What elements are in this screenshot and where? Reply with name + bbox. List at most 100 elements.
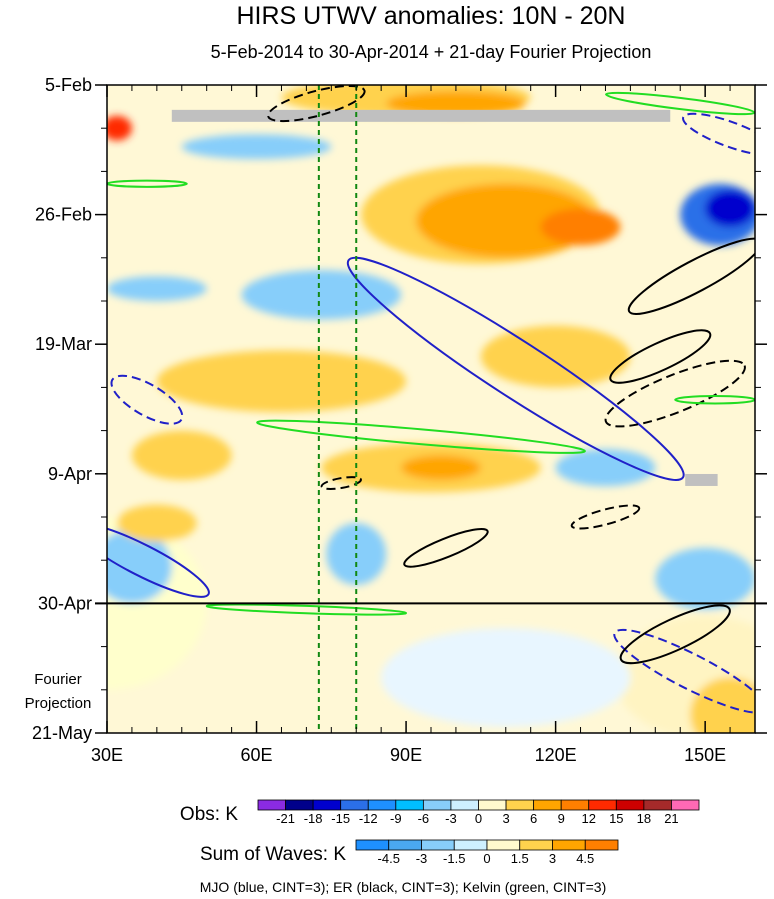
- colorbar-swatch: [584, 839, 619, 851]
- y-tick-label: 21-May: [32, 723, 92, 743]
- colorbar-swatch: [257, 799, 286, 811]
- er-contour: [627, 237, 755, 315]
- colorbar-swatch: [552, 839, 586, 851]
- projection-label-line1: Fourier: [34, 671, 82, 688]
- anomaly-blob: [107, 115, 132, 141]
- x-tick-label: 90E: [390, 745, 422, 765]
- colorbar-level-label: 0: [483, 851, 490, 866]
- colorbar-level-label: 6: [530, 811, 537, 826]
- anomaly-blob: [107, 529, 172, 604]
- anomaly-blob: [156, 350, 407, 413]
- colorbar-swatch: [312, 799, 342, 811]
- missing-data-layer: [171, 109, 718, 486]
- colorbar-level-label: 4.5: [576, 851, 594, 866]
- waves-colorbar-title: Sum of Waves: K: [200, 844, 346, 865]
- kelvin-contour: [107, 179, 188, 188]
- y-tick-label: 26-Feb: [35, 205, 92, 225]
- colorbar-level-label: -1.5: [443, 851, 465, 866]
- colorbar-level-label: -15: [331, 811, 350, 826]
- colorbar-swatch: [615, 799, 645, 811]
- anomaly-blob: [181, 134, 332, 160]
- colorbar-level-label: 1.5: [511, 851, 529, 866]
- colorbar-level-label: 0: [475, 811, 482, 826]
- kelvin-contour: [256, 419, 586, 454]
- colorbar-swatch: [505, 799, 535, 811]
- colorbar-level-label: 9: [558, 811, 565, 826]
- anomaly-blob: [386, 91, 526, 116]
- anomaly-blob: [555, 449, 656, 487]
- colorbar-swatch: [560, 799, 590, 811]
- anomaly-blob: [131, 430, 232, 480]
- colorbar-level-label: -4.5: [378, 851, 400, 866]
- y-tick-label: 30-Apr: [38, 593, 92, 613]
- axes: 30E 60E 90E 120E 150E 5-Feb 26-Feb 19-Mar 9-Apr 3…: [32, 75, 767, 765]
- colorbar-level-label: 18: [637, 811, 651, 826]
- colorbar-level-label: -3: [416, 851, 428, 866]
- anomaly-blob: [416, 183, 596, 258]
- missing-data-bar: [685, 473, 718, 486]
- er-contour: [604, 359, 746, 428]
- colorbar-swatch: [355, 839, 390, 851]
- colorbar-swatch: [285, 799, 314, 811]
- colorbar-swatch: [478, 799, 507, 811]
- colorbar-swatch: [519, 839, 553, 851]
- colorbar-swatch: [643, 799, 672, 811]
- colorbar-swatch: [453, 839, 488, 851]
- contour-legend: MJO (blue, CINT=3); ER (black, CINT=3); …: [200, 879, 607, 895]
- colorbar-swatch: [367, 799, 397, 811]
- anomaly-blob: [381, 628, 631, 727]
- x-tick-label: 60E: [241, 745, 273, 765]
- colorbar-level-label: 3: [549, 851, 556, 866]
- er-contour: [320, 476, 362, 491]
- colorbar-level-label: -6: [418, 811, 430, 826]
- er-contour: [619, 604, 731, 665]
- mjo-contour: [682, 112, 755, 156]
- y-tick-label: 9-Apr: [48, 464, 92, 484]
- y-tick-label: 5-Feb: [45, 75, 92, 95]
- waves-colorbar: -4.5 -3 -1.5 0 1.5 3 4.5: [355, 839, 619, 866]
- anomaly-blob: [655, 547, 755, 610]
- obs-colorbar-title: Obs: K: [180, 804, 238, 825]
- colorbar-level-label: -18: [304, 811, 323, 826]
- colorbar-swatch: [533, 799, 562, 811]
- er-contour: [570, 504, 641, 530]
- anomaly-blob: [480, 325, 631, 388]
- colorbar-swatch: [422, 799, 452, 811]
- x-tick-label: 120E: [535, 745, 577, 765]
- anomaly-blob: [705, 189, 755, 227]
- colorbar-swatch: [671, 799, 700, 811]
- colorbar-swatch: [395, 799, 424, 811]
- colorbar-swatch: [486, 839, 521, 851]
- colorbar-level-label: -3: [445, 811, 457, 826]
- mjo-contour: [110, 374, 184, 425]
- anomaly-blob: [401, 455, 481, 480]
- x-tick-label: 150E: [684, 745, 726, 765]
- reference-longitudes: [317, 85, 358, 733]
- anomaly-blob: [540, 208, 621, 246]
- colorbar-level-label: 12: [582, 811, 596, 826]
- obs-colorbar: -21 -18 -15 -12 -9 -6 -3 0 3 6 9 12 15 18 21: [257, 799, 700, 826]
- er-contour: [267, 85, 366, 123]
- anomaly-blob: [690, 677, 755, 733]
- colorbar-level-label: 3: [502, 811, 509, 826]
- anomaly-field: [107, 85, 755, 733]
- mjo-contour: [107, 522, 210, 598]
- x-tick-label: 30E: [91, 745, 123, 765]
- colorbar-level-label: -9: [390, 811, 402, 826]
- colorbar-swatch: [588, 799, 617, 811]
- colorbar-level-label: 21: [664, 811, 678, 826]
- colorbar-level-label: -12: [359, 811, 378, 826]
- chart-subtitle: 5-Feb-2014 to 30-Apr-2014 + 21-day Fouri…: [211, 42, 652, 62]
- chart-title: HIRS UTWV anomalies: 10N - 20N: [236, 2, 625, 30]
- anomaly-blob: [116, 504, 197, 542]
- mjo-contour: [613, 628, 755, 714]
- er-contour: [609, 329, 712, 384]
- colorbar-swatch: [388, 839, 422, 851]
- kelvin-contour: [205, 603, 408, 616]
- anomaly-blob: [107, 276, 207, 301]
- colorbar-level-label: -21: [276, 811, 295, 826]
- colorbar-level-label: 15: [609, 811, 623, 826]
- y-tick-label: 19-Mar: [35, 334, 92, 354]
- wave-contours: [107, 85, 755, 714]
